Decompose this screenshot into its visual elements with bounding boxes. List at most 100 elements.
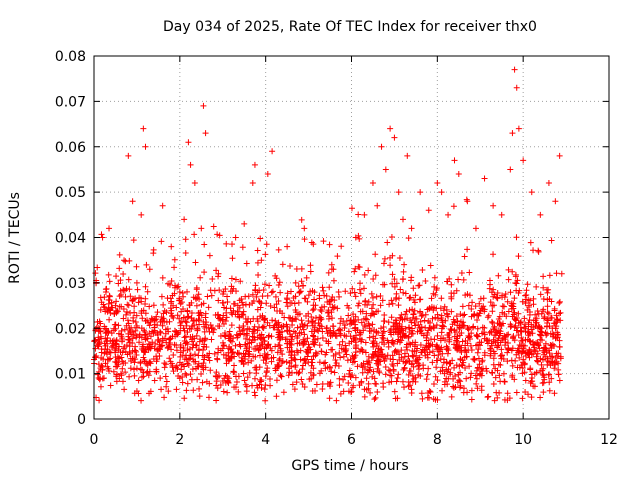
data-point [537, 291, 544, 298]
data-point [525, 332, 532, 339]
data-point [332, 351, 339, 358]
data-point [499, 309, 506, 316]
data-point [541, 376, 548, 383]
data-point [545, 310, 552, 317]
data-point [230, 300, 237, 307]
data-point [369, 321, 376, 328]
data-point [481, 329, 488, 336]
data-point [418, 390, 425, 397]
data-point [254, 289, 261, 296]
data-point [107, 355, 114, 362]
data-point [297, 288, 304, 295]
data-point [556, 337, 563, 344]
data-point [105, 271, 112, 278]
data-point [396, 339, 403, 346]
data-point [151, 377, 158, 384]
data-point [356, 235, 363, 242]
data-point [474, 333, 481, 340]
data-point [209, 275, 216, 282]
data-point [266, 332, 273, 339]
data-point [297, 347, 304, 354]
data-point [411, 341, 418, 348]
data-point [289, 333, 296, 340]
data-point [117, 370, 124, 377]
data-point [394, 375, 401, 382]
data-point [541, 315, 548, 322]
data-point [185, 139, 192, 146]
data-point [316, 292, 323, 299]
data-point [117, 349, 124, 356]
data-point [303, 274, 310, 281]
data-point [205, 304, 212, 311]
data-point [107, 382, 114, 389]
data-point [391, 134, 398, 141]
data-point [544, 289, 551, 296]
data-point [192, 358, 199, 365]
data-point [548, 298, 555, 305]
data-point [556, 343, 563, 350]
data-point [274, 349, 281, 356]
data-point [266, 282, 273, 289]
data-point [415, 282, 422, 289]
data-point [521, 361, 528, 368]
data-point [248, 339, 255, 346]
data-point [258, 257, 265, 264]
data-point [372, 394, 379, 401]
data-point [357, 308, 364, 315]
data-point [119, 338, 126, 345]
data-point [108, 343, 115, 350]
data-point [183, 319, 190, 326]
data-point [95, 336, 102, 343]
data-point [350, 355, 357, 362]
data-point [432, 314, 439, 321]
data-point [402, 325, 409, 332]
data-point [534, 339, 541, 346]
data-point [558, 270, 565, 277]
data-point [94, 342, 101, 349]
data-point [331, 369, 338, 376]
data-point [522, 377, 529, 384]
data-point [175, 283, 182, 290]
data-point [174, 312, 181, 319]
data-point [506, 395, 513, 402]
data-point [161, 394, 168, 401]
data-point [93, 324, 100, 331]
data-point [236, 314, 243, 321]
data-point [403, 341, 410, 348]
data-point [158, 386, 165, 393]
data-point [557, 317, 564, 324]
data-point [549, 330, 556, 337]
data-point [406, 358, 413, 365]
data-point [279, 351, 286, 358]
data-point [241, 220, 248, 227]
data-point [551, 390, 558, 397]
data-point [373, 293, 380, 300]
data-point [244, 325, 251, 332]
data-point [345, 312, 352, 319]
data-point [112, 302, 119, 309]
data-point [381, 311, 388, 318]
data-point [166, 355, 173, 362]
data-point [446, 275, 453, 282]
data-point [489, 308, 496, 315]
data-point [146, 266, 153, 273]
data-point [363, 375, 370, 382]
data-point [489, 302, 496, 309]
data-point [406, 295, 413, 302]
data-point [377, 302, 384, 309]
data-point [347, 290, 354, 297]
data-point [165, 388, 172, 395]
data-point [140, 354, 147, 361]
data-point [165, 280, 172, 287]
data-point [213, 378, 220, 385]
data-point [217, 382, 224, 389]
data-point [364, 361, 371, 368]
data-point [504, 298, 511, 305]
data-point [485, 312, 492, 319]
data-point [539, 371, 546, 378]
data-point [519, 365, 526, 372]
data-point [280, 389, 287, 396]
data-point [245, 359, 252, 366]
data-point [517, 328, 524, 335]
data-point [215, 315, 222, 322]
